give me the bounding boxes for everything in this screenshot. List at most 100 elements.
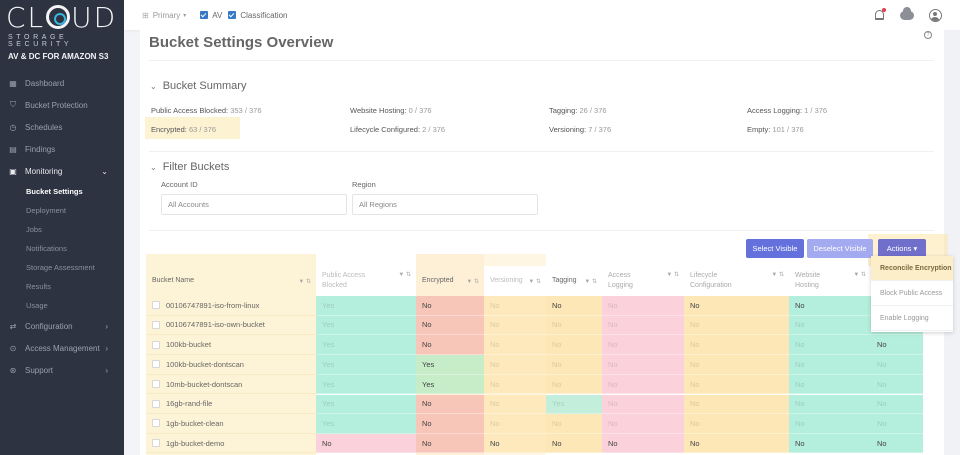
filter-sort-icon[interactable]: ▼ ⇅ [466, 279, 479, 285]
help-icon[interactable]: ? [924, 31, 932, 39]
shield-icon: ⛉ [10, 100, 16, 109]
classification-checkbox-label: Classification [240, 10, 288, 20]
table-cell-public: Yes [316, 394, 416, 415]
bucket-name: 16gb-rand-file [166, 399, 213, 409]
av-checkbox[interactable]: AV [200, 11, 222, 20]
top-icons [858, 6, 942, 22]
encrypted-highlight [145, 117, 240, 139]
table-cell-logging: No [602, 374, 684, 395]
page-scrollbar[interactable] [944, 30, 960, 455]
table-cell-logging: No [602, 414, 684, 434]
table-cell-lifecycle: No [684, 355, 789, 375]
table-cell-encrypted: No [416, 296, 484, 316]
table-row-bucket-name[interactable]: 00106747891-iso-own-bucket [146, 316, 316, 336]
col-header-public-access-blocked[interactable]: Public Access Blocked ▼ ⇅ [316, 266, 416, 296]
row-checkbox[interactable] [152, 320, 160, 329]
table-cell-public: Yes [316, 296, 416, 316]
bucket-name: 10mb-bucket-dontscan [166, 379, 243, 389]
filter-buckets-toggle[interactable]: ⌄ Filter Buckets [150, 161, 229, 173]
row-checkbox[interactable] [152, 360, 160, 369]
table-cell-website: No [789, 414, 871, 434]
row-checkbox[interactable] [152, 419, 160, 428]
sidebar-subitem-notifications[interactable]: Notifications [26, 244, 67, 253]
region-select[interactable]: All Regions [352, 194, 538, 215]
cloud-settings-button[interactable] [900, 6, 914, 22]
sidebar-subitem-bucket-settings[interactable]: Bucket Settings [26, 187, 83, 196]
stat-value: 101 / 376 [772, 125, 804, 134]
select-visible-button[interactable]: Select Visible [746, 239, 804, 258]
table-row-bucket-name[interactable]: 00106747891-iso-from-linux [146, 296, 316, 316]
sidebar-item-monitoring[interactable]: ▣ Monitoring ⌄ [0, 160, 124, 182]
col-header-encrypted[interactable]: Encrypted ▼ ⇅ [416, 266, 484, 296]
actions-dropdown-button[interactable]: Actions ▾ [878, 239, 926, 258]
col-header-tagging[interactable]: Tagging ▼ ⇅ [546, 266, 602, 296]
caret-down-icon: ▾ [183, 12, 187, 19]
menu-item-enable-logging[interactable]: Enable Logging [871, 306, 953, 331]
checkbox-checked-icon [200, 11, 209, 19]
col-header-versioning[interactable]: Versioning ▼ ⇅ [484, 266, 546, 296]
user-menu-button[interactable] [928, 8, 942, 22]
notifications-button[interactable] [872, 8, 886, 22]
sidebar-subitem-deployment[interactable]: Deployment [26, 206, 67, 215]
table-row-bucket-name[interactable]: 1gb-bucket-demo [146, 434, 316, 454]
row-checkbox[interactable] [152, 380, 160, 389]
table-row-bucket-name[interactable]: 100kb-bucket-dontscan [146, 355, 316, 375]
table-row-bucket-name[interactable]: 10mb-bucket-dontscan [146, 375, 316, 395]
col-header-website-hosting[interactable]: Website Hosting ▼ ⇅ [789, 266, 871, 296]
table-row-bucket-name[interactable]: 16gb-rand-file [146, 395, 316, 415]
filter-sort-icon[interactable]: ▼ ⇅ [666, 272, 679, 278]
table-row-bucket-name[interactable]: 1gb-bucket-clean [146, 414, 316, 434]
table-cell-empty: No [871, 433, 923, 454]
sidebar-item-access-management[interactable]: ⊙ Access Management › [0, 337, 124, 359]
sidebar-subitem-usage[interactable]: Usage [26, 301, 48, 310]
stat-label: Tagging: [549, 106, 578, 115]
table-cell-encrypted: No [416, 315, 484, 336]
sidebar-item-findings[interactable]: ▤ Findings [0, 138, 124, 160]
row-checkbox[interactable] [152, 439, 160, 448]
account-id-select[interactable]: All Accounts [161, 194, 347, 215]
account-id-label: Account ID [161, 180, 198, 189]
environment-dropdown[interactable]: ⊞ Primary ▾ [142, 11, 186, 20]
deselect-visible-button[interactable]: Deselect Visible [807, 239, 873, 258]
table-cell-empty: No [871, 355, 923, 375]
logo[interactable]: CL UD STORAGE SECURITY [0, 0, 124, 49]
table-cell-tagging: Yes [546, 394, 602, 415]
col-header-bucket-name[interactable]: Bucket Name ▼ ⇅ [146, 266, 316, 296]
menu-item-block-public-access[interactable]: Block Public Access [871, 281, 953, 306]
logo-wordmark: CL UD [6, 1, 118, 34]
section-title: Filter Buckets [162, 161, 230, 173]
sidebar-item-support[interactable]: ⊛ Support › [0, 359, 124, 381]
sidebar-item-configuration[interactable]: ⇄ Configuration › [0, 315, 124, 337]
sidebar-item-bucket-protection[interactable]: ⛉ Bucket Protection [0, 94, 124, 116]
stat-label: Encrypted: [151, 125, 187, 134]
filter-sort-icon[interactable]: ▼ ⇅ [853, 272, 866, 278]
sidebar-item-dashboard[interactable]: ▦ Dashboard [0, 72, 124, 94]
row-checkbox[interactable] [152, 301, 160, 310]
filter-sort-icon[interactable]: ▼ ⇅ [298, 279, 311, 285]
table-cell-website: No [789, 374, 871, 395]
buckets-table: Bucket Name ▼ ⇅ Public Access Blocked ▼ ⇅ … [146, 254, 924, 455]
table-row-bucket-name[interactable]: 100kb-bucket [146, 335, 316, 355]
sidebar-subitem-storage-assessment[interactable]: Storage Assessment [26, 263, 95, 272]
col-header-access-logging[interactable]: Access Logging ▼ ⇅ [602, 266, 684, 296]
menu-item-reconcile-encryption[interactable]: Reconcile Encryption [871, 256, 953, 281]
bucket-name: 100kb-bucket [166, 340, 212, 350]
stat-label: Versioning: [549, 125, 587, 134]
row-checkbox[interactable] [152, 340, 160, 349]
row-checkbox[interactable] [152, 399, 160, 408]
sidebar-subitem-jobs[interactable]: Jobs [26, 225, 42, 234]
filter-sort-icon[interactable]: ▼ ⇅ [398, 272, 411, 278]
sidebar-subitem-results[interactable]: Results [26, 282, 52, 291]
filter-sort-icon[interactable]: ▼ ⇅ [528, 279, 541, 285]
table-cell-versioning: No [484, 296, 546, 316]
top-bar: ⊞ Primary ▾ AV Classification [124, 0, 960, 30]
filter-sort-icon[interactable]: ▼ ⇅ [771, 272, 784, 278]
sidebar-item-schedules[interactable]: ◷ Schedules [0, 116, 124, 138]
filter-sort-icon[interactable]: ▼ ⇅ [584, 279, 597, 285]
table-cell-encrypted: No [416, 414, 484, 434]
classification-checkbox[interactable]: Classification [228, 10, 288, 20]
col-header-lifecycle-configuration[interactable]: Lifecycle Configuration ▼ ⇅ [684, 266, 789, 296]
divider [149, 60, 934, 61]
bucket-summary-toggle[interactable]: ⌄ Bucket Summary [150, 80, 246, 92]
table-cell-versioning: No [484, 374, 546, 395]
